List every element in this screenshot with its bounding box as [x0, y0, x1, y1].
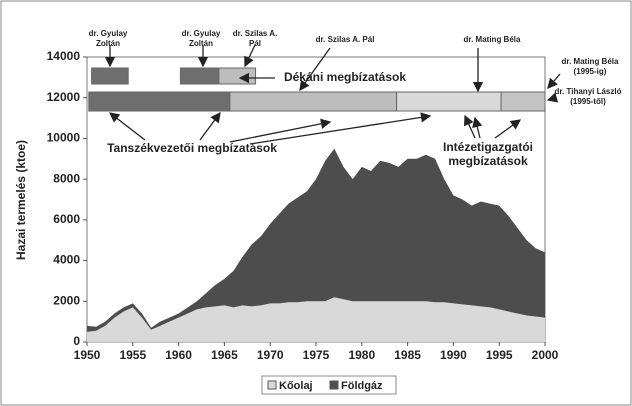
x-tick-label: 1985: [394, 348, 421, 362]
label-line: (1995-től): [570, 97, 606, 106]
arrow: [249, 112, 432, 145]
label-line: dr. Gyulay: [89, 29, 128, 38]
label-line: dr. Mating Béla: [464, 35, 521, 44]
y-tick-label: 0: [73, 334, 80, 348]
label: dr. Tihanyi László (1995-től): [555, 87, 622, 106]
y-tick-label: 14000: [47, 49, 81, 63]
arrow: [547, 73, 561, 89]
label: dr. Gyulay Zoltán: [182, 29, 221, 48]
label-line: dr. Mating Béla: [562, 57, 619, 66]
label-line: dr. Szilas A. Pál: [316, 35, 375, 44]
legend-swatch: [329, 380, 339, 390]
area: [87, 148, 545, 332]
label-line: (1995-ig): [574, 67, 607, 76]
arrow: [199, 111, 221, 141]
label: dr. Mating Béla: [464, 35, 521, 44]
y-tick-label: 10000: [47, 131, 81, 145]
x-tick-label: 1965: [211, 348, 238, 362]
arrow: [494, 119, 522, 139]
label: Dékáni megbízatások: [284, 70, 406, 84]
x-tick-label: 2000: [532, 348, 559, 362]
arrow: [229, 118, 332, 143]
label-line: dr. Gyulay: [182, 29, 221, 38]
arrow: [472, 116, 483, 139]
appointment-bar: [179, 67, 220, 85]
label-line: Zoltán: [189, 39, 213, 48]
label: Intézetigazgatói megbízatások: [443, 140, 533, 168]
x-tick-label: 1950: [74, 348, 101, 362]
label-line: dr. Tihanyi László: [555, 87, 622, 96]
label-line: dr. Szilas A.: [233, 29, 278, 38]
y-tick-label: 2000: [53, 293, 80, 307]
arrow: [464, 114, 476, 139]
label: dr. Gyulay Zoltán: [89, 29, 128, 48]
legend: Kőolaj Földgáz: [261, 375, 397, 395]
appointment-bar: [218, 67, 257, 85]
x-tick-label: 1960: [165, 348, 192, 362]
y-tick-label: 4000: [53, 253, 80, 267]
legend-swatch: [267, 380, 277, 390]
label-line: Zoltán: [96, 39, 120, 48]
x-tick-label: 1990: [440, 348, 467, 362]
label: dr. Mating Béla (1995-ig): [562, 57, 619, 76]
legend-label: Kőolaj: [279, 380, 313, 392]
y-tick-label: 8000: [53, 171, 80, 185]
x-tick-label: 1995: [486, 348, 513, 362]
legend-box: [261, 375, 397, 395]
x-tick-label: 1955: [119, 348, 146, 362]
appointment-bar: [396, 91, 502, 112]
y-axis-label: Hazai termelés (ktoe): [14, 140, 28, 260]
label: dr. Szilas A. Pál: [233, 29, 278, 48]
arrow: [244, 44, 256, 68]
label-line: Tanszékvezetői megbízatások: [107, 141, 277, 155]
appointment-bar: [229, 91, 398, 112]
x-tick-label: 1975: [303, 348, 330, 362]
label-line: Intézetigazgatói: [443, 140, 533, 154]
label: Tanszékvezetői megbízatások: [107, 141, 277, 155]
appointment-bar: [500, 91, 546, 112]
arrow: [299, 47, 331, 92]
label-line: megbízatások: [448, 154, 528, 168]
x-tick-label: 1970: [257, 348, 284, 362]
appointment-bar: [88, 91, 231, 112]
appointment-bar: [91, 67, 129, 85]
y-tick-label: 12000: [47, 90, 81, 104]
label-line: Dékáni megbízatások: [284, 70, 406, 84]
label-line: Pál: [249, 39, 261, 48]
label: dr. Szilas A. Pál: [316, 35, 375, 44]
legend-label: Földgáz: [341, 380, 383, 392]
arrow: [108, 112, 146, 141]
x-tick-label: 1980: [348, 348, 375, 362]
y-tick-label: 6000: [53, 212, 80, 226]
arrow: [546, 92, 559, 103]
